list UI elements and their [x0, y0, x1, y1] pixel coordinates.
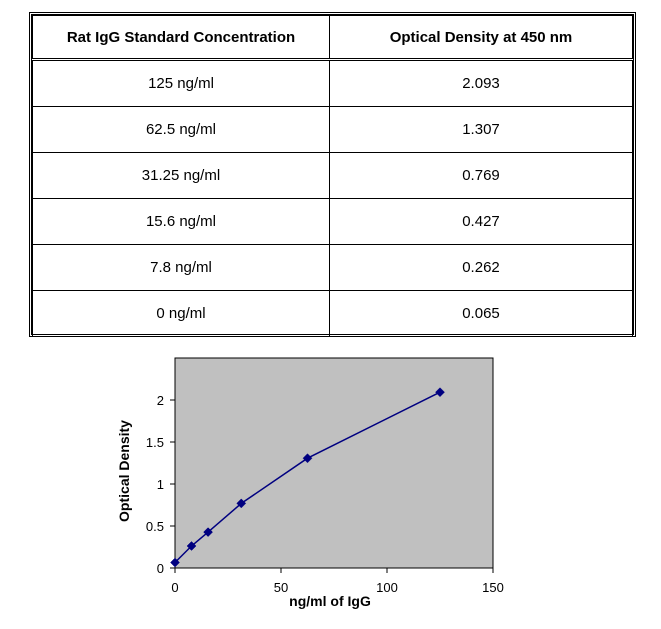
od-cell: 2.093: [329, 59, 633, 107]
concentration-cell: 7.8 ng/ml: [32, 244, 330, 291]
x-tick-label: 150: [482, 580, 504, 595]
y-axis-label: Optical Density: [116, 420, 132, 522]
data-point-marker: [236, 498, 247, 509]
concentration-cell: 15.6 ng/ml: [32, 198, 330, 245]
data-point-marker: [203, 527, 213, 537]
y-tick-label: 1.5: [146, 435, 164, 450]
od-cell: 0.065: [329, 290, 633, 337]
data-point-marker: [170, 557, 180, 568]
concentration-cell: 0 ng/ml: [32, 290, 330, 337]
x-axis-label: ng/ml of IgG: [289, 593, 371, 609]
table-row: 7.8 ng/ml 0.262: [32, 244, 633, 291]
y-tick-label: 0.5: [146, 519, 164, 534]
data-point-marker: [435, 387, 445, 398]
plot-area: [174, 357, 494, 569]
od-cell: 0.262: [329, 244, 633, 291]
table-row: 62.5 ng/ml 1.307: [32, 106, 633, 153]
table-row: 15.6 ng/ml 0.427: [32, 198, 633, 245]
concentration-cell: 31.25 ng/ml: [32, 152, 330, 199]
x-tick-label: 100: [376, 580, 398, 595]
x-tick-label: 0: [171, 580, 178, 595]
od-cell: 0.769: [329, 152, 633, 199]
x-tick-label: 50: [274, 580, 288, 595]
y-tick-label: 2: [157, 393, 164, 408]
concentration-cell: 125 ng/ml: [32, 59, 330, 107]
y-tick-label: 0: [157, 561, 164, 576]
data-point-marker: [186, 541, 197, 551]
table-row: 125 ng/ml 2.093: [32, 59, 633, 107]
standard-curve-chart: 0 0.5 1 1.5 2 0 50 100 150 Optical Density ng/ml…: [116, 357, 504, 609]
header-concentration: Rat IgG Standard Concentration: [32, 15, 330, 61]
concentration-cell: 62.5 ng/ml: [32, 106, 330, 153]
table-row: 31.25 ng/ml 0.769: [32, 152, 633, 199]
y-tick-label: 1: [157, 477, 164, 492]
standard-concentration-table: Rat IgG Standard Concentration Optical D…: [29, 12, 636, 337]
data-table: Rat IgG Standard Concentration Optical D…: [32, 15, 633, 337]
table-header-row: Rat IgG Standard Concentration Optical D…: [32, 15, 633, 61]
series-group: [170, 387, 445, 568]
axes: 0 0.5 1 1.5 2 0 50 100 150: [146, 393, 504, 595]
od-cell: 1.307: [329, 106, 633, 153]
table-row: 0 ng/ml 0.065: [32, 290, 633, 337]
header-optical-density: Optical Density at 450 nm: [329, 15, 633, 61]
od-cell: 0.427: [329, 198, 633, 245]
data-point-marker: [302, 453, 313, 464]
series-line: [174, 391, 441, 564]
